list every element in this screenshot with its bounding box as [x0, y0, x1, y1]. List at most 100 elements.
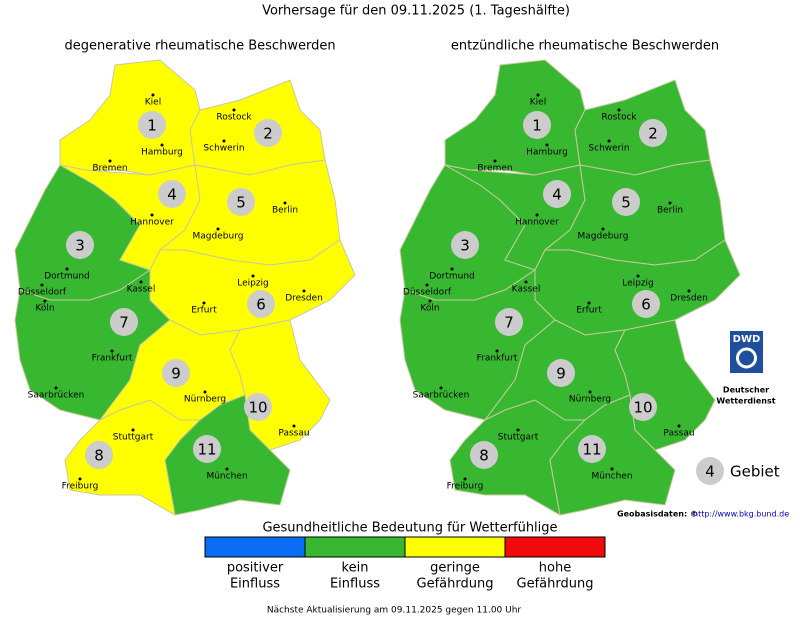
- legend-label: Gefährdung: [517, 577, 594, 592]
- region-marker: [523, 111, 551, 139]
- city-label: München: [591, 472, 632, 482]
- logo-abbr: DWD: [733, 334, 761, 345]
- key-number: 4: [705, 463, 715, 481]
- city-dot: [54, 386, 58, 390]
- legend-label: hohe: [539, 561, 571, 576]
- city-label: Kassel: [512, 285, 541, 295]
- legend-label: geringe: [430, 561, 480, 576]
- region-number: 6: [256, 296, 266, 314]
- region-number: 9: [556, 365, 566, 383]
- map: entzündliche rheumatische Beschwerden Kie…: [399, 39, 741, 516]
- city-dot: [687, 289, 691, 293]
- key-marker: [696, 457, 724, 485]
- city-label: Magdeburg: [193, 232, 244, 242]
- city-dot: [302, 289, 306, 293]
- city-dot: [516, 428, 520, 432]
- region-number: 5: [236, 194, 246, 212]
- region-marker: [158, 180, 186, 208]
- city-label: Hamburg: [141, 148, 183, 158]
- region-number: 1: [532, 117, 542, 135]
- city-label: Bremen: [92, 164, 127, 174]
- city-dot: [425, 283, 429, 287]
- city-dot: [216, 227, 220, 231]
- region-number: 2: [263, 125, 273, 143]
- city-dot: [203, 390, 207, 394]
- region-number: 4: [167, 186, 177, 204]
- region-marker: [543, 180, 571, 208]
- city-label: Köln: [420, 304, 439, 314]
- city-dot: [607, 139, 611, 143]
- city-dot: [65, 267, 69, 271]
- credit-url: http://www.bkg.bund.de: [693, 510, 789, 519]
- city-label: Dresden: [285, 294, 323, 304]
- city-label: Freiburg: [62, 482, 99, 492]
- legend-title: Gesundheitliche Bedeutung für Wetterfühl…: [262, 521, 557, 536]
- city-dot: [610, 467, 614, 471]
- city-label: Saarbrücken: [413, 391, 470, 401]
- city-label: Magdeburg: [578, 232, 629, 242]
- city-dot: [202, 301, 206, 305]
- city-label: Berlin: [657, 206, 683, 216]
- city-label: Kiel: [530, 98, 546, 108]
- city-dot: [40, 283, 44, 287]
- region-marker: [495, 308, 523, 336]
- region-number: 5: [621, 194, 631, 212]
- city-label: Erfurt: [191, 306, 217, 316]
- credit-text: Geobasisdaten: ©: [617, 510, 698, 519]
- city-dot: [151, 93, 155, 97]
- city-dot: [251, 274, 255, 278]
- city-dot: [493, 159, 497, 163]
- region-number: 7: [504, 314, 514, 332]
- city-dot: [283, 201, 287, 205]
- city-label: Düsseldorf: [403, 288, 452, 298]
- city-dot: [222, 139, 226, 143]
- region-marker: [110, 308, 138, 336]
- city-dot: [160, 143, 164, 147]
- region-marker: [162, 359, 190, 387]
- region: [444, 59, 586, 176]
- city-dot: [601, 227, 605, 231]
- key-label: Gebiet: [730, 463, 780, 481]
- footer: Nächste Aktualisierung am 09.11.2025 geg…: [267, 606, 522, 616]
- city-label: Passau: [663, 429, 694, 439]
- region-number: 3: [75, 237, 85, 255]
- city-dot: [450, 267, 454, 271]
- legend-label: kein: [342, 561, 369, 576]
- city-dot: [668, 201, 672, 205]
- city-dot: [78, 477, 82, 481]
- legend-label: Einfluss: [230, 577, 280, 592]
- city-dot: [677, 424, 681, 428]
- city-label: Hannover: [130, 218, 174, 228]
- logo-swirl: [736, 347, 757, 369]
- map-title: degenerative rheumatische Beschwerden: [64, 39, 335, 54]
- city-label: Nürnberg: [569, 395, 611, 405]
- city-dot: [292, 424, 296, 428]
- city-label: Rostock: [216, 113, 252, 123]
- region-marker: [85, 441, 113, 469]
- city-label: Bremen: [477, 164, 512, 174]
- legend-swatch: [404, 536, 506, 558]
- city-dot: [545, 143, 549, 147]
- city-dot: [536, 93, 540, 97]
- city-label: Hannover: [515, 218, 559, 228]
- city-label: Köln: [35, 304, 54, 314]
- region-marker: [632, 290, 660, 318]
- legend-label: Gefährdung: [417, 577, 494, 592]
- city-label: Hamburg: [526, 148, 568, 158]
- city-dot: [524, 280, 528, 284]
- region-number: 10: [633, 399, 652, 417]
- city-dot: [110, 349, 114, 353]
- page-title: Vorhersage für den 09.11.2025 (1. Tagesh…: [262, 4, 570, 19]
- region-marker: [578, 435, 606, 463]
- city-label: Rostock: [601, 113, 637, 123]
- region-marker: [629, 393, 657, 421]
- legend-label: positiver: [227, 561, 284, 576]
- region-marker: [247, 290, 275, 318]
- region-marker: [227, 188, 255, 216]
- region-number: 6: [641, 296, 651, 314]
- city-dot: [225, 467, 229, 471]
- city-dot: [131, 428, 135, 432]
- city-label: Schwerin: [203, 144, 244, 154]
- region-marker: [254, 119, 282, 147]
